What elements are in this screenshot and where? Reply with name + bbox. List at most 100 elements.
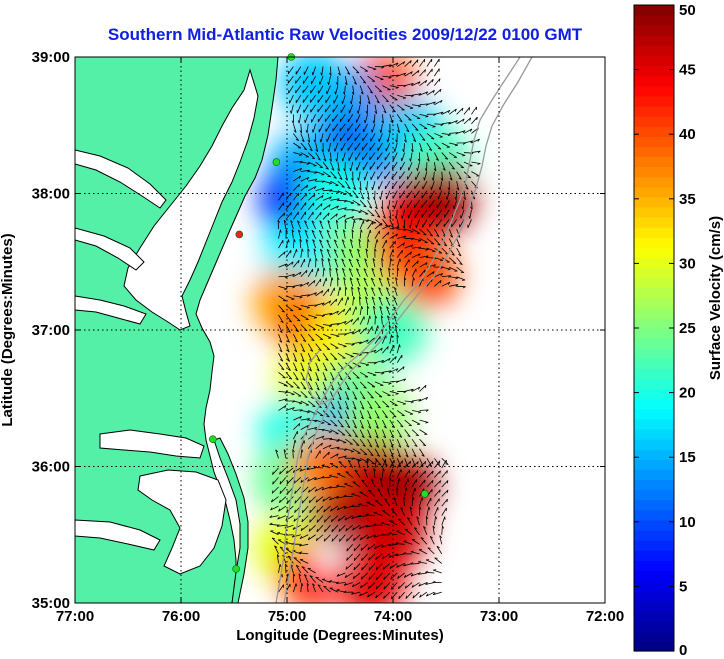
velocity-vector [330,333,340,337]
velocity-vector [426,123,436,128]
velocity-vector [406,180,413,189]
velocity-vector [345,524,353,532]
velocity-vector [441,480,449,488]
velocity-vector-head [410,251,412,255]
colorbar-band [634,85,674,97]
velocity-vector [307,477,316,482]
velocity-vector-head [283,219,287,223]
velocity-vector [396,114,403,123]
velocity-vector [387,133,391,143]
velocity-vector-head [447,187,450,191]
velocity-vector [456,238,461,247]
velocity-vector [315,362,320,372]
velocity-vector [337,171,343,180]
velocity-vector [392,152,398,161]
velocity-vector [292,550,301,555]
velocity-vector-head [311,220,315,223]
velocity-vector [420,537,428,545]
velocity-vector [419,123,428,130]
velocity-vector [322,180,332,184]
velocity-vector [352,391,358,400]
velocity-vector [330,410,337,419]
velocity-vector [381,522,390,526]
velocity-vector [272,467,279,475]
velocity-vector-head [315,149,319,153]
velocity-vector-head [271,499,273,503]
velocity-vector-head [351,91,355,95]
velocity-vector [382,510,391,516]
velocity-vector-head [380,315,384,319]
velocity-vector [453,200,457,210]
velocity-vector-head [375,566,378,571]
velocity-vector-head [353,407,357,410]
velocity-vector [307,133,311,143]
velocity-vector-head [386,405,390,408]
velocity-vector [291,229,294,239]
velocity-vector [382,357,391,364]
velocity-vector-head [301,566,305,568]
colorbar-band [634,479,674,491]
velocity-vector-head [356,71,360,74]
velocity-vector [389,233,398,239]
velocity-vector [300,583,303,593]
rappahannock-river [75,227,145,271]
velocity-vector-head [456,187,460,191]
colorbar-band [634,287,674,299]
velocity-vector [326,230,331,239]
velocity-vector [367,326,373,335]
velocity-vector [389,85,399,88]
velocity-vector-head [424,168,427,172]
velocity-vector-head [395,277,398,281]
velocity-vector-head [391,464,395,467]
velocity-vector-head [314,178,318,182]
colorbar-band [634,247,674,258]
velocity-vector-head [410,231,414,233]
velocity-vector [410,563,420,565]
velocity-vector-head [329,267,332,271]
velocity-vector [269,515,279,518]
velocity-vector [378,296,383,306]
velocity-vector [419,91,428,96]
velocity-vector-head [388,324,392,328]
velocity-vector-head [301,582,304,587]
velocity-vector-head [358,329,361,333]
velocity-vector-head [433,264,436,268]
velocity-vector-head [360,91,364,95]
velocity-vector [382,468,384,478]
velocity-vector-head [303,387,307,390]
velocity-vector [298,114,302,124]
velocity-vector-head [363,177,366,181]
velocity-vector-head [364,468,367,472]
velocity-vector [419,142,423,152]
velocity-vector-head [380,533,384,536]
velocity-vector-head [321,315,325,318]
velocity-vector [374,95,380,104]
velocity-vector-head [303,148,307,151]
velocity-vector-head [281,368,285,371]
velocity-vector [433,152,439,161]
velocity-vector [291,534,301,538]
velocity-vector [424,171,428,181]
velocity-vector [441,110,451,115]
velocity-vector [456,130,466,134]
velocity-vector-head [394,356,397,360]
velocity-vector [292,439,296,449]
velocity-vector [315,450,321,459]
velocity-vector [344,180,351,189]
velocity-vector-head [363,205,367,208]
velocity-vector [352,220,355,230]
velocity-vector [411,81,421,87]
velocity-vector [322,429,332,433]
velocity-vector-head [395,139,398,143]
velocity-vector [337,438,347,443]
velocity-vector [352,481,361,488]
velocity-vector-head [432,525,436,529]
velocity-vector [383,591,391,599]
velocity-vector [316,534,324,542]
velocity-vector [352,181,357,190]
velocity-vector-head [314,171,318,174]
velocity-vector-head [365,248,369,252]
velocity-vector [336,152,339,162]
velocity-vector-head [407,517,411,520]
velocity-vector [415,219,420,228]
